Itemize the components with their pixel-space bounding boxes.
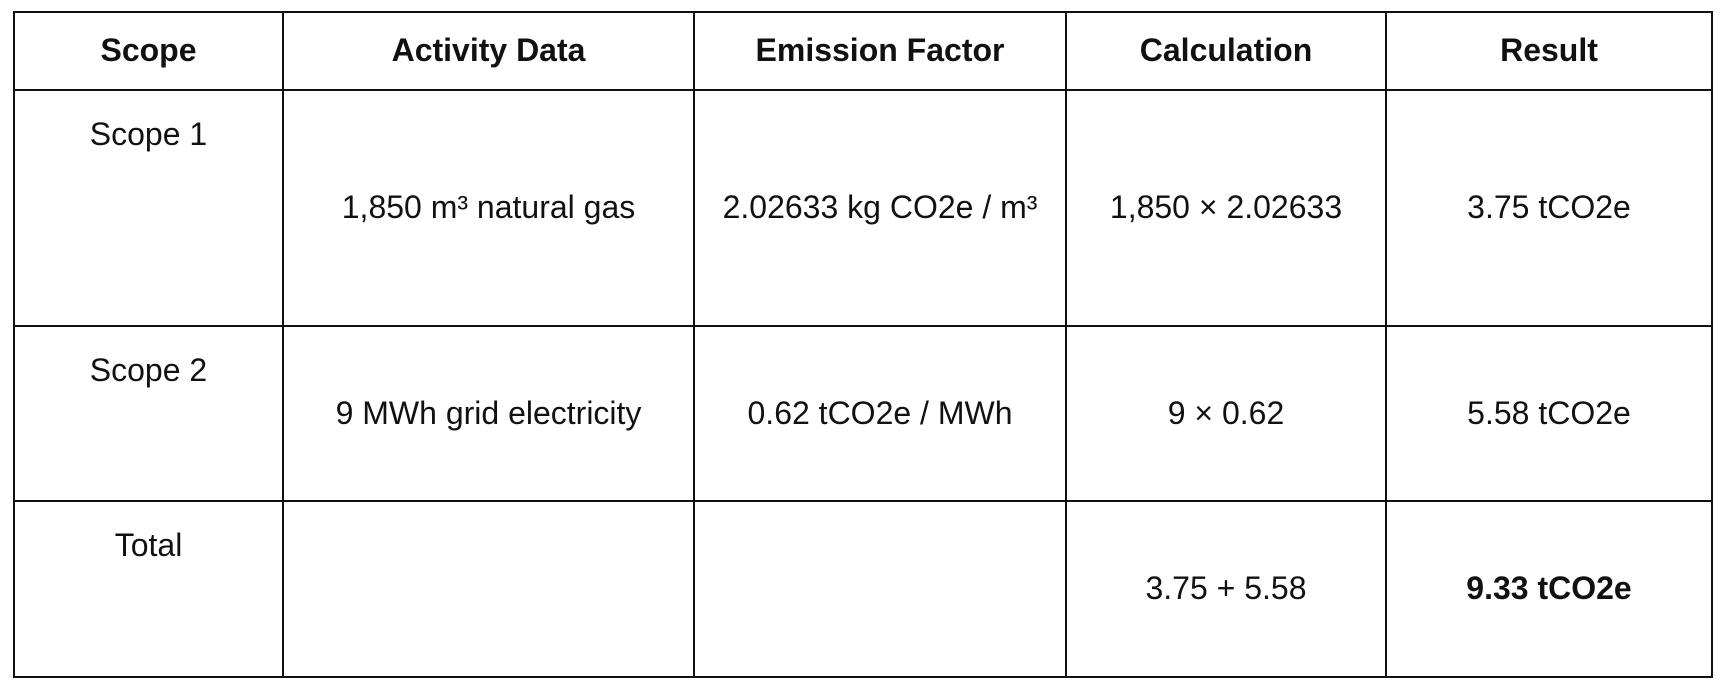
- table-cell: 9 MWh grid electricity: [282, 325, 695, 502]
- table-cell: Scope 1: [13, 89, 284, 327]
- table-cell: [282, 500, 695, 678]
- table-cell: 3.75 tCO2e: [1385, 89, 1713, 327]
- table-cell: Scope 2: [13, 325, 284, 502]
- header-cell: Scope: [13, 11, 284, 91]
- header-cell: Emission Factor: [693, 11, 1067, 91]
- header-cell: Activity Data: [282, 11, 695, 91]
- header-cell: Result: [1385, 11, 1713, 91]
- table-cell: 2.02633 kg CO2e / m³: [693, 89, 1067, 327]
- table-cell: 9.33 tCO2e: [1385, 500, 1713, 678]
- header-cell: Calculation: [1065, 11, 1387, 91]
- table-row: Total 3.75 + 5.58 9.33 tCO2e: [13, 500, 1713, 678]
- table-body: Scope 1 1,850 m³ natural gas 2.02633 kg CO…: [13, 89, 1713, 678]
- table-row: Scope 1 1,850 m³ natural gas 2.02633 kg CO…: [13, 89, 1713, 327]
- emissions-table: Scope Activity Data Emission Factor Calcula…: [13, 11, 1713, 678]
- table-cell: 0.62 tCO2e / MWh: [693, 325, 1067, 502]
- table-cell: 9 × 0.62: [1065, 325, 1387, 502]
- table-cell: 1,850 × 2.02633: [1065, 89, 1387, 327]
- table-cell: Total: [13, 500, 284, 678]
- table-cell: [693, 500, 1067, 678]
- table-cell: 3.75 + 5.58: [1065, 500, 1387, 678]
- header-row: Scope Activity Data Emission Factor Calcula…: [13, 11, 1713, 91]
- table-cell: 1,850 m³ natural gas: [282, 89, 695, 327]
- table-cell: 5.58 tCO2e: [1385, 325, 1713, 502]
